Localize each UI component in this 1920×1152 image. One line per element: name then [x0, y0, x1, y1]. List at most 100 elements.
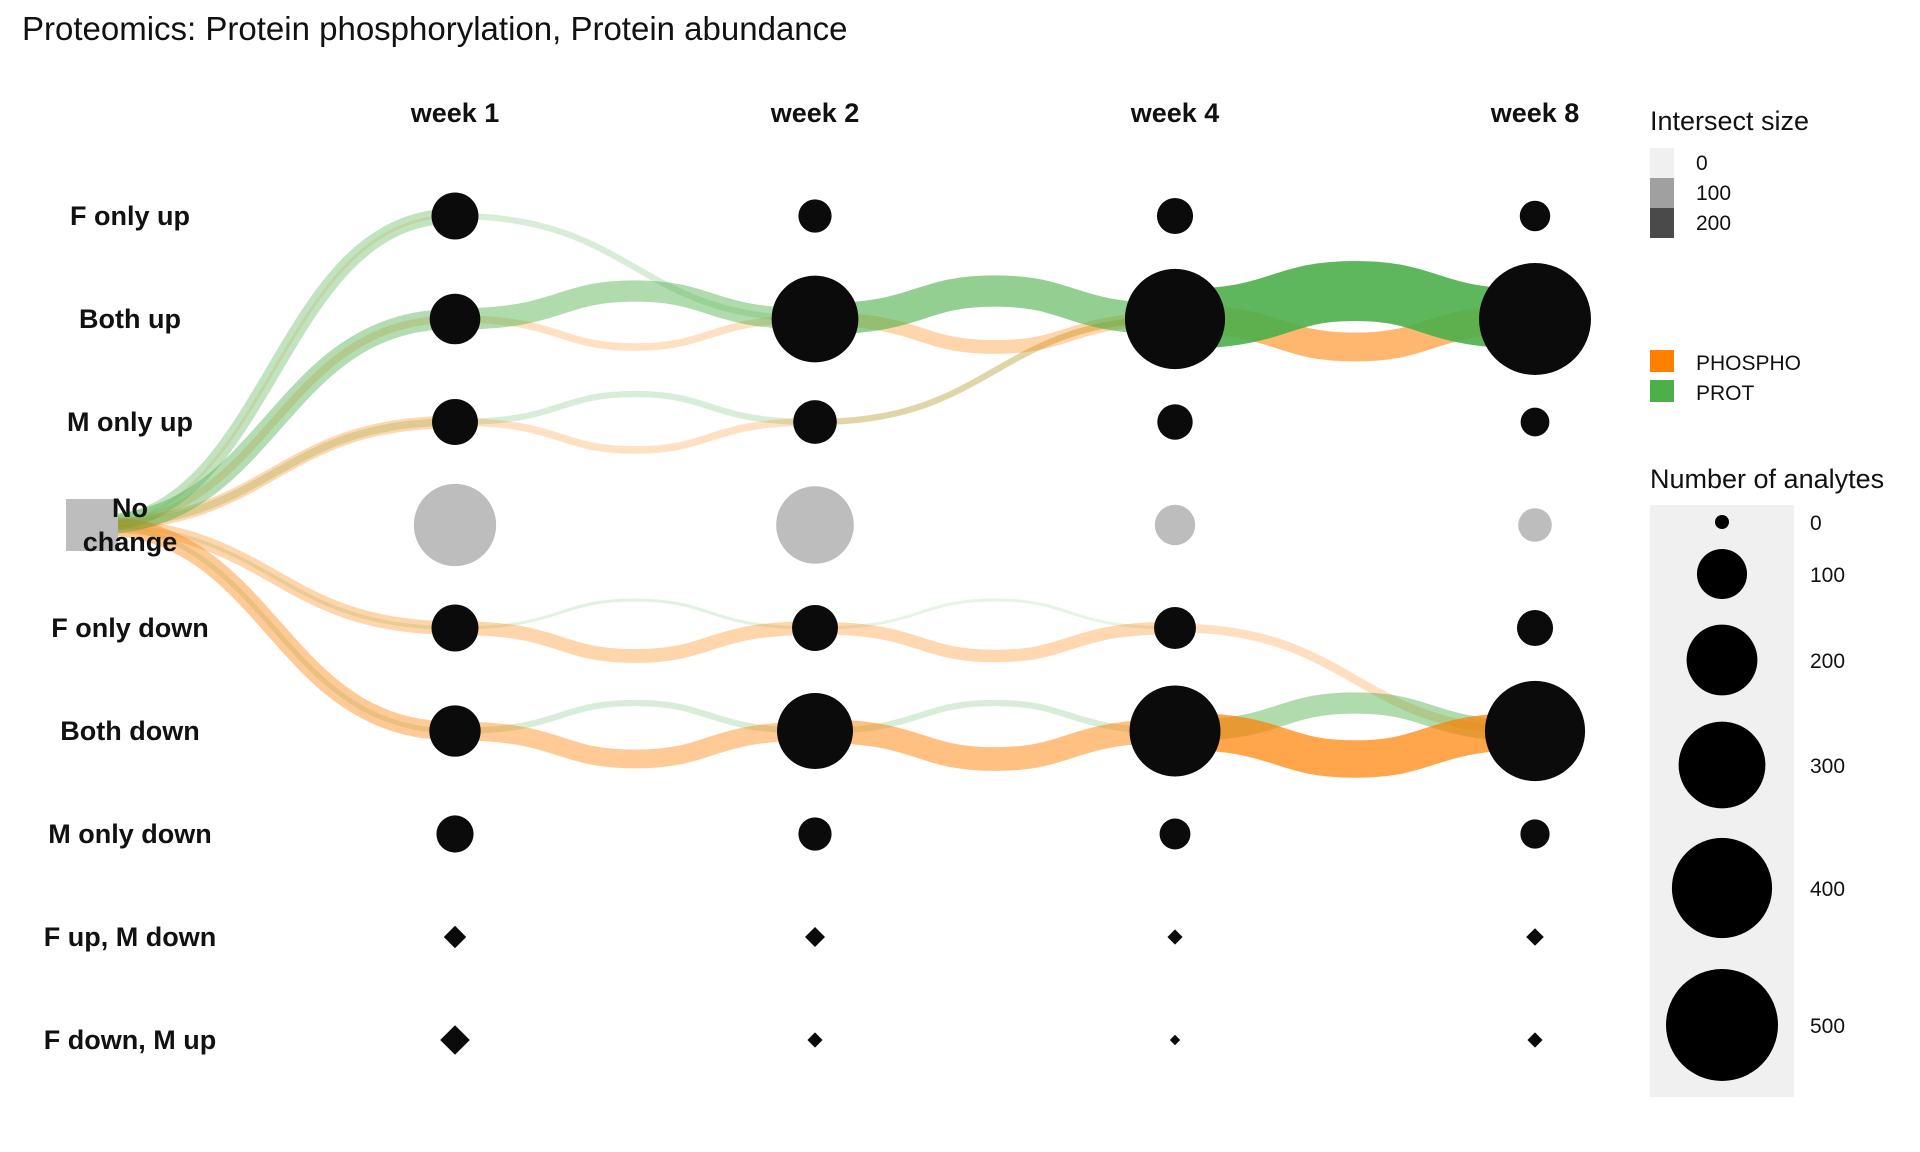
node-both-down-week-8: [1484, 680, 1586, 782]
flow-layer: [91, 208, 1536, 778]
flow-prot-both-down-to-both-down-step-1: [454, 699, 816, 735]
flow-prot-both-up-to-both-up-step-3: [1174, 260, 1536, 349]
row-label-m-only-up: M only up: [67, 407, 193, 437]
node-f-only-down-week-8: [1516, 609, 1554, 647]
flow-prot-both-down-to-both-down-step-2: [814, 699, 1176, 735]
node-f-only-up-week-4: [1156, 197, 1194, 235]
legend-size-label-0: 0: [1810, 512, 1822, 535]
legend-assay-label-prot: PROT: [1696, 382, 1755, 405]
node-f-up-m-down-week-1: [443, 925, 467, 949]
flow-phospho-m-only-up-to-both-up-step-2: [814, 315, 1176, 426]
legend-size-title: Number of analytes: [1650, 464, 1884, 494]
node-m-only-up-week-4: [1157, 404, 1193, 440]
flow-prot-no-change-to-f-only-down-step-0: [91, 523, 456, 630]
legend-size-circle-300: [1678, 721, 1766, 809]
flow-phospho-both-down-to-both-down-step-3: [1174, 712, 1536, 778]
node-both-up-week-8: [1479, 263, 1591, 375]
flow-phospho-no-change-to-f-only-down-step-0: [91, 518, 456, 635]
node-m-only-down-week-8: [1520, 819, 1550, 849]
row-label-f-only-down: F only down: [51, 613, 208, 643]
legend-size-circle-400: [1671, 837, 1773, 939]
node-f-only-up-week-8: [1519, 200, 1551, 232]
node-layer: [413, 192, 1591, 1055]
legend-size-circle-100: [1696, 548, 1748, 600]
node-m-only-up-week-8: [1520, 407, 1550, 437]
node-f-down-m-up-week-1: [440, 1025, 470, 1055]
chart-title: Proteomics: Protein phosphorylation, Pro…: [22, 10, 848, 47]
legend-size-circle-500: [1666, 969, 1778, 1081]
legend-size-label-200: 200: [1810, 650, 1845, 673]
legend-assay-swatch-prot: [1650, 380, 1674, 402]
node-no-change-week-4: [1154, 504, 1196, 546]
flow-phospho-both-down-to-both-down-step-2: [814, 719, 1176, 771]
node-f-down-m-up-week-8: [1527, 1032, 1543, 1048]
flow-phospho-m-only-up-to-m-only-up-step-1: [454, 418, 816, 454]
row-label-both-up: Both up: [79, 304, 181, 334]
node-f-up-m-down-week-2: [805, 927, 825, 947]
legend-intersect-swatch-100: [1650, 178, 1674, 208]
node-f-only-up-week-1: [431, 192, 479, 240]
node-f-only-down-week-4: [1154, 607, 1196, 649]
legend-size-label-500: 500: [1810, 1015, 1845, 1038]
legend-intersect-label-200: 200: [1696, 212, 1731, 235]
node-f-only-down-week-2: [792, 605, 838, 651]
legend-intersect-label-0: 0: [1696, 152, 1708, 175]
flow-phospho-both-down-to-both-down-step-1: [454, 721, 816, 769]
legend-size-label-400: 400: [1810, 878, 1845, 901]
node-f-down-m-up-week-4: [1169, 1034, 1181, 1046]
flow-prot-no-change-to-m-only-up-step-0: [91, 418, 456, 529]
flow-prot-both-up-to-both-up-step-1: [454, 280, 816, 330]
node-both-up-week-4: [1124, 268, 1226, 370]
node-no-change-week-8: [1518, 508, 1552, 542]
flow-prot-no-change-to-f-only-up-step-0: [91, 208, 456, 533]
node-f-only-up-week-2: [798, 199, 832, 233]
node-m-only-down-week-4: [1159, 818, 1191, 850]
node-f-only-down-week-1: [431, 604, 479, 652]
flow-prot-f-only-up-to-both-up-step-1: [454, 212, 816, 323]
column-label-week-1: week 1: [410, 98, 500, 128]
legend-intersect-swatch-0: [1650, 148, 1674, 178]
flow-prot-no-change-to-both-down-step-0: [91, 522, 456, 734]
node-both-down-week-4: [1129, 685, 1221, 777]
label-layer: week 1 week 2 week 4 week 8 F only up Both up…: [44, 98, 1580, 1055]
flow-prot-both-up-to-both-up-step-2: [814, 275, 1176, 335]
node-f-down-m-up-week-2: [807, 1032, 823, 1048]
node-m-only-up-week-2: [793, 400, 837, 444]
legend-size-label-300: 300: [1810, 755, 1845, 778]
row-label-f-only-up: F only up: [70, 201, 190, 231]
flow-prot-f-only-down-to-f-only-down-step-1: [454, 598, 816, 630]
flow-phospho-no-change-to-both-down-step-0: [91, 515, 456, 741]
node-both-up-week-1: [429, 293, 481, 345]
row-label-f-up-m-down: F up, M down: [44, 922, 216, 952]
row-label-m-only-down: M only down: [48, 819, 211, 849]
node-no-change-week-2: [776, 486, 854, 564]
column-label-week-4: week 4: [1130, 98, 1220, 128]
flow-phospho-f-only-down-to-f-only-down-step-2: [814, 621, 1176, 663]
flow-phospho-no-change-to-f-only-up-step-0: [91, 214, 456, 527]
flow-phospho-both-up-to-both-up-step-1: [454, 315, 816, 351]
start-node-no-change: [66, 499, 118, 551]
flow-prot-no-change-to-both-up-step-0: [91, 309, 456, 535]
node-both-up-week-2: [771, 275, 859, 363]
legend-assay-swatch-phospho: [1650, 350, 1674, 372]
flow-phospho-f-only-down-to-f-only-down-step-1: [454, 621, 816, 663]
row-label-both-down: Both down: [60, 716, 199, 746]
flow-phospho-no-change-to-m-only-up-step-0: [91, 415, 456, 532]
column-label-week-8: week 8: [1490, 98, 1580, 128]
row-label-f-down-m-up: F down, M up: [44, 1025, 216, 1055]
node-f-up-m-down-week-8: [1526, 928, 1544, 946]
node-f-up-m-down-week-4: [1167, 929, 1183, 945]
legend-size-circle-200: [1686, 624, 1758, 696]
legend-intersect-swatch-200: [1650, 208, 1674, 238]
node-both-down-week-1: [429, 705, 481, 757]
start-node-layer: [66, 499, 118, 551]
flow-prot-m-only-up-to-m-only-up-step-1: [454, 390, 816, 426]
legend-size-circle-0: [1715, 515, 1729, 529]
flow-prot-f-only-down-to-f-only-down-step-2: [814, 598, 1176, 630]
node-both-down-week-2: [777, 693, 853, 769]
legend-intersect-label-100: 100: [1696, 182, 1731, 205]
node-m-only-up-week-1: [432, 399, 478, 445]
legend-size-label-100: 100: [1810, 564, 1845, 587]
row-label-no-change-line-2: change: [83, 527, 178, 557]
